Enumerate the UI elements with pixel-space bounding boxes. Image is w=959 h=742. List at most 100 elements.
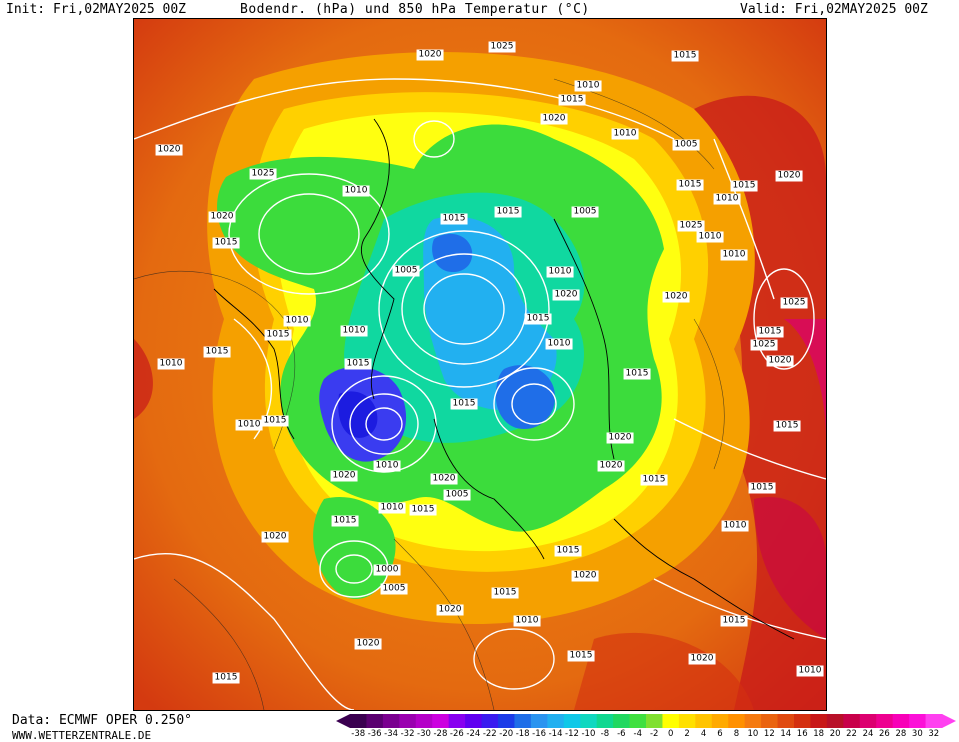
website-label: WWW.WETTERZENTRALE.DE — [12, 729, 152, 742]
colorbar-swatch — [810, 714, 828, 728]
isobar-label: 1020 — [606, 432, 634, 444]
isobar-label: 1020 — [766, 355, 794, 367]
colorbar-swatch — [481, 714, 499, 728]
isobar-label: 1010 — [340, 325, 368, 337]
colorbar-tick-label: 8 — [733, 729, 740, 739]
isobar-label: 1015 — [524, 313, 552, 325]
isobar-label: 1020 — [571, 570, 599, 582]
colorbar-swatch — [350, 714, 367, 728]
colorbar-swatch — [596, 714, 614, 728]
isobar-label: 1020 — [261, 531, 289, 543]
weather-map[interactable]: 1020 1025 1015 1010 1015 1020 1010 1005 1020 1025… — [133, 18, 827, 711]
colorbar-swatch — [678, 714, 696, 728]
colorbar-swatch — [613, 714, 631, 728]
isobar-label: 1015 — [671, 50, 699, 62]
colorbar-tick-label: 18 — [813, 729, 825, 739]
isobar-label: 1010 — [513, 615, 541, 627]
isobar-label: 1010 — [283, 315, 311, 327]
isobar-label: 1015 — [203, 346, 231, 358]
colorbar-tick-label: 22 — [846, 729, 857, 739]
colorbar-swatch — [794, 714, 811, 728]
isobar-label: 1015 — [640, 474, 668, 486]
colorbar-ticks: -38 -36 -34 -32 -30 -28 -26 -24 -22 -20 -18 -16 -14-… — [336, 729, 956, 741]
isobar-label: 1015 — [261, 415, 289, 427]
colorbar-swatch — [859, 714, 877, 728]
colorbar-tick-label: 24 — [862, 729, 874, 739]
colorbar-swatch — [646, 714, 663, 728]
isobar-label: 1015 — [440, 213, 468, 225]
isobar-label: 1020 — [775, 170, 803, 182]
isobar-label: 1010 — [545, 338, 573, 350]
isobar-label: 1020 — [552, 289, 580, 301]
isobar-label: 1015 — [748, 482, 776, 494]
isobar-label: 1010 — [157, 358, 185, 370]
isobar-label: 1020 — [436, 604, 464, 616]
colorbar-swatch — [514, 714, 532, 728]
colorbar-tick-label: -8 — [600, 729, 610, 739]
colorbar-tick-label: -12 — [565, 729, 579, 739]
isobar-label: 1000 — [373, 564, 401, 576]
isobar-label: 1025 — [780, 297, 808, 309]
isobar-label: 1010 — [713, 193, 741, 205]
colorbar-swatch — [826, 714, 844, 728]
colorbar-swatch — [744, 714, 762, 728]
isobar-label: 1010 — [574, 80, 602, 92]
data-source-label: Data: ECMWF OPER 0.250° — [12, 713, 193, 728]
isobar-label: 1010 — [796, 665, 824, 677]
isobar-label: 1010 — [721, 520, 749, 532]
isobar-label: 1015 — [491, 587, 519, 599]
isobar-label: 1010 — [546, 266, 574, 278]
colorbar-swatch — [728, 714, 746, 728]
isobar-label: 1015 — [623, 368, 651, 380]
colorbar-swatch — [711, 714, 729, 728]
isobar-label: 1015 — [567, 650, 595, 662]
isobar-label: 1015 — [554, 545, 582, 557]
temperature-field — [134, 19, 826, 710]
colorbar-tick-label: 16 — [796, 729, 808, 739]
colorbar-tick-label: -20 — [499, 729, 514, 739]
colorbar-swatch — [498, 714, 515, 728]
colorbar-tick-label: -14 — [548, 729, 563, 739]
colorbar-tick-label: 6 — [717, 729, 723, 739]
colorbar-tick-label: -4 — [633, 729, 643, 739]
colorbar-swatch — [761, 714, 779, 728]
isobar-label: 1015 — [264, 329, 292, 341]
colorbar-swatch — [563, 714, 581, 728]
isobar-label: 1020 — [354, 638, 382, 650]
colorbar-tick-label: -28 — [433, 729, 448, 739]
map-title: Bodendr. (hPa) und 850 hPa Temperatur (°… — [240, 2, 590, 17]
isobar-label: 1015 — [331, 515, 359, 527]
colorbar-tick-label: -16 — [532, 729, 547, 739]
isobar-label: 1025 — [249, 168, 277, 180]
colorbar-tick-label: -22 — [482, 729, 497, 739]
colorbar-tick-label: -6 — [617, 729, 626, 739]
isobar-label: 1015 — [409, 504, 437, 516]
colorbar-tick-label: -30 — [417, 729, 431, 739]
colorbar-swatch — [695, 714, 713, 728]
isobar-label: 1005 — [672, 139, 700, 151]
colorbar-swatch — [465, 714, 483, 728]
colorbar-tick-label: -18 — [515, 729, 530, 739]
colorbar-swatch — [415, 714, 433, 728]
temperature-colorbar — [336, 714, 956, 728]
colorbar-swatch — [909, 714, 927, 728]
colorbar-tick-label: 32 — [928, 729, 940, 739]
isobar-label: 1015 — [720, 615, 748, 627]
isobar-label: 1020 — [330, 470, 358, 482]
isobar-label: 1015 — [730, 180, 758, 192]
colorbar-tick-label: -36 — [367, 729, 382, 739]
isobar-label: 1015 — [212, 237, 240, 249]
valid-time-label: Valid: Fri,02MAY2025 00Z — [740, 2, 928, 17]
colorbar-swatch — [432, 714, 450, 728]
colorbar-tick-label: 20 — [829, 729, 841, 739]
isobar-label: 1010 — [373, 460, 401, 472]
isobar-label: 1015 — [756, 326, 784, 338]
colorbar-swatch — [662, 714, 680, 728]
colorbar-tick-label: -10 — [581, 729, 596, 739]
colorbar-tick-label: 12 — [763, 729, 775, 739]
colorbar-min-arrow — [336, 714, 350, 728]
colorbar-swatch — [580, 714, 598, 728]
colorbar-swatch — [382, 714, 400, 728]
isobar-label: 1015 — [773, 420, 801, 432]
isobar-label: 1020 — [540, 113, 568, 125]
